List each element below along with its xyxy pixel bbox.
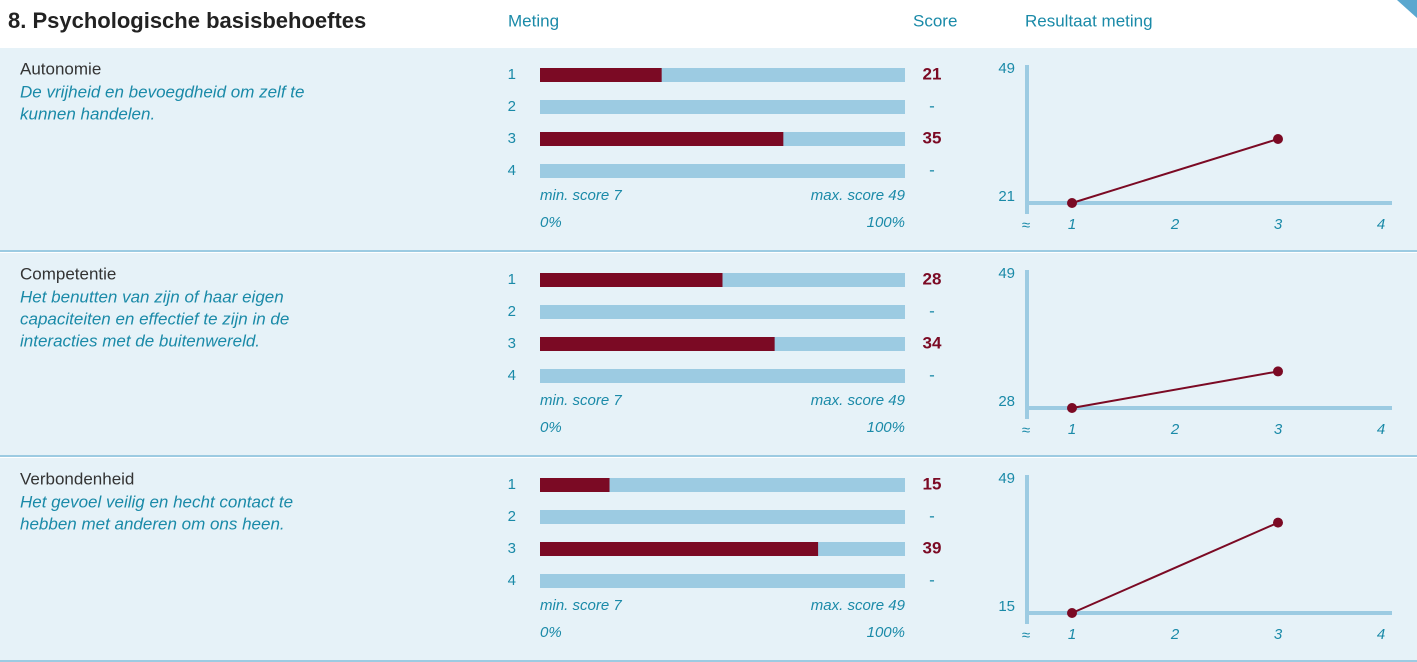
max-label: max. score 49 [811, 392, 906, 409]
bar [540, 132, 784, 146]
section-name: Verbondenheid [20, 469, 134, 488]
end-label: 100% [867, 624, 905, 641]
measure-label: 2 [508, 303, 516, 320]
section-name: Autonomie [20, 59, 101, 78]
x-tick-label: 3 [1274, 626, 1283, 643]
score-label: 39 [923, 538, 942, 557]
bar [540, 542, 819, 556]
score-label: - [929, 365, 935, 384]
bar-track [540, 369, 905, 383]
start-label: 0% [540, 624, 562, 641]
bar [540, 337, 775, 351]
bar-track [540, 164, 905, 178]
measure-label: 4 [508, 572, 516, 589]
min-label: min. score 7 [540, 597, 622, 614]
result-point [1067, 198, 1077, 208]
x-tick-label: 4 [1377, 626, 1385, 643]
start-label: 0% [540, 214, 562, 231]
max-label: max. score 49 [811, 597, 906, 614]
measure-label: 4 [508, 162, 516, 179]
end-label: 100% [867, 419, 905, 436]
result-line [1071, 521, 1279, 614]
score-label: - [929, 160, 935, 179]
score-label: - [929, 506, 935, 525]
corner-mark [1397, 0, 1417, 18]
y-tick-label: 49 [998, 470, 1015, 487]
measure-label: 2 [508, 508, 516, 525]
measure-label: 2 [508, 98, 516, 115]
page-title: 8. Psychologische basisbehoeftes [8, 8, 366, 33]
section-description: Het benutten van zijn of haar eigen [20, 287, 284, 306]
bar-track [540, 305, 905, 319]
y-tick-label: 21 [998, 188, 1015, 205]
score-label: 21 [923, 64, 942, 83]
result-point [1273, 517, 1283, 528]
measure-label: 4 [508, 367, 516, 384]
score-label: 15 [923, 474, 942, 493]
score-label: 28 [923, 269, 942, 288]
measure-label: 1 [508, 476, 516, 493]
x-tick-label: 3 [1274, 421, 1283, 438]
y-tick-label: 28 [998, 393, 1015, 410]
bar [540, 68, 662, 82]
bar-track [540, 100, 905, 114]
measure-label: 3 [508, 130, 516, 147]
x-tick-label: 4 [1377, 421, 1385, 438]
bar [540, 478, 610, 492]
score-label: 35 [923, 128, 942, 147]
measure-label: 3 [508, 540, 516, 557]
y-tick-label: 49 [998, 60, 1015, 77]
bar-track [540, 574, 905, 588]
section-description: De vrijheid en bevoegdheid om zelf te [20, 82, 304, 101]
result-point [1273, 366, 1283, 377]
bar [540, 273, 723, 287]
column-header: Resultaat meting [1025, 11, 1153, 30]
result-line [1071, 138, 1279, 204]
score-label: 34 [923, 333, 942, 352]
score-label: - [929, 96, 935, 115]
axis-break: ≈ [1022, 422, 1030, 439]
x-tick-label: 4 [1377, 216, 1385, 233]
axis-break: ≈ [1022, 627, 1030, 644]
result-point [1067, 608, 1077, 618]
measure-label: 1 [508, 66, 516, 83]
y-tick-label: 49 [998, 265, 1015, 282]
x-tick-label: 1 [1068, 421, 1076, 438]
result-line [1071, 370, 1279, 409]
section-description: Het gevoel veilig en hecht contact te [20, 492, 293, 511]
min-label: min. score 7 [540, 187, 622, 204]
axis-break: ≈ [1022, 217, 1030, 234]
score-label: - [929, 301, 935, 320]
x-tick-label: 2 [1170, 216, 1180, 233]
column-header: Meting [508, 11, 559, 30]
x-tick-label: 1 [1068, 216, 1076, 233]
x-tick-label: 3 [1274, 216, 1283, 233]
result-point [1067, 403, 1077, 413]
max-label: max. score 49 [811, 187, 906, 204]
x-tick-label: 2 [1170, 626, 1180, 643]
section-description: kunnen handelen. [20, 104, 155, 123]
section-description: hebben met anderen om ons heen. [20, 514, 285, 533]
section-name: Competentie [20, 264, 116, 283]
section-description: capaciteiten en effectief te zijn in de [20, 309, 289, 328]
measure-label: 3 [508, 335, 516, 352]
x-tick-label: 1 [1068, 626, 1076, 643]
section-description: interacties met de buitenwereld. [20, 331, 260, 350]
end-label: 100% [867, 214, 905, 231]
bar-track [540, 510, 905, 524]
score-label: - [929, 570, 935, 589]
min-label: min. score 7 [540, 392, 622, 409]
bar-track [540, 478, 905, 492]
measure-label: 1 [508, 271, 516, 288]
start-label: 0% [540, 419, 562, 436]
column-header: Score [913, 11, 957, 30]
y-tick-label: 15 [998, 598, 1015, 615]
result-point [1273, 134, 1283, 144]
x-tick-label: 2 [1170, 421, 1180, 438]
